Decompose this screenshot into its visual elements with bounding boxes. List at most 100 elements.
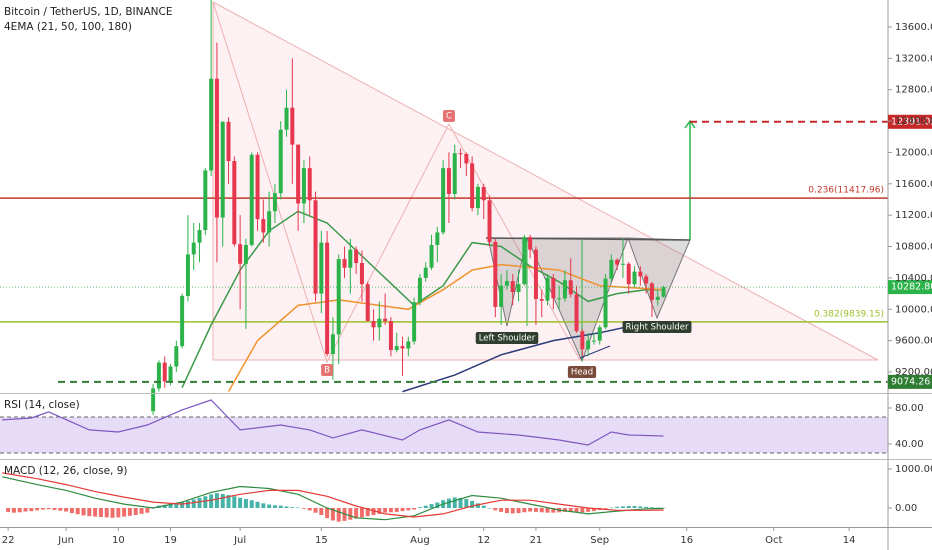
price-label-box <box>888 374 932 389</box>
macd-histogram-bar <box>377 507 382 514</box>
candle-body <box>580 331 585 350</box>
macd-histogram-bar <box>591 507 596 512</box>
macd-histogram-bar <box>638 506 643 508</box>
macd-histogram-bar <box>133 507 138 516</box>
macd-histogram-bar <box>580 507 585 513</box>
macd-histogram-bar <box>104 507 109 518</box>
candle-body <box>452 153 457 195</box>
annotation-box <box>567 366 597 378</box>
zigzag <box>212 1 581 364</box>
macd-histogram-bar <box>17 507 22 513</box>
macd-histogram-bar <box>122 507 127 517</box>
candle-body <box>586 340 591 350</box>
y-tick-label: 12000.00 <box>895 147 932 158</box>
candle-body <box>249 154 254 245</box>
macd-histogram-bar <box>267 504 272 508</box>
candle-body <box>278 129 283 194</box>
macd-histogram-bar <box>388 507 393 513</box>
candle-body <box>238 244 243 264</box>
candle-body <box>557 298 562 300</box>
macd-histogram-bar <box>475 503 480 508</box>
macd-histogram-bar <box>290 507 295 508</box>
macd-histogram-bar <box>93 507 98 517</box>
candle-body <box>388 321 393 351</box>
macd-histogram-bar <box>98 507 103 517</box>
macd-histogram-bar <box>562 507 567 512</box>
candle-body <box>603 278 608 328</box>
candle-body <box>481 186 486 201</box>
candle-body <box>220 121 225 218</box>
macd-histogram-bar <box>313 507 318 513</box>
candle-body <box>649 283 654 300</box>
candle-body <box>539 299 544 301</box>
macd-histogram-bar <box>214 493 219 508</box>
macd-histogram-bar <box>435 502 440 508</box>
macd-histogram-bar <box>406 507 411 511</box>
candle-body <box>185 254 190 296</box>
candle-body <box>226 121 231 162</box>
macd-histogram-bar <box>243 499 248 508</box>
macd-histogram-bar <box>412 507 417 510</box>
candle-body <box>214 78 219 218</box>
macd-histogram-bar <box>348 507 353 520</box>
plot-area: 0.236(11417.96) 0.382(9839.15) B C Left Shou… <box>0 0 888 522</box>
x-tick-label: Oct <box>765 535 782 546</box>
y-tick-label: 40.00 <box>895 439 924 450</box>
macd-histogram-bar <box>185 500 190 508</box>
macd-histogram-bar <box>516 507 521 514</box>
y-tick-label: 9200.00 <box>895 367 932 378</box>
fib-level-label: 0.236(11417.96) <box>808 186 884 196</box>
candle-body <box>151 388 156 412</box>
head-line <box>579 345 611 359</box>
macd-histogram-bar <box>40 507 45 510</box>
candle-body <box>203 170 208 231</box>
candle-body <box>371 321 376 328</box>
macd-histogram-bar <box>359 507 364 518</box>
annotation-box <box>475 332 539 344</box>
macd-histogram-bar <box>139 507 144 514</box>
macd-histogram-bar <box>197 497 202 508</box>
candle-body <box>446 168 451 195</box>
macd-histogram-bar <box>336 507 341 522</box>
macd-histogram-bar <box>249 500 254 508</box>
candle-body <box>348 249 353 268</box>
macd-histogram-bar <box>127 507 132 516</box>
macd-histogram-bar <box>644 506 649 508</box>
annotation-box <box>443 110 455 122</box>
candle-body <box>574 294 579 332</box>
candle-body <box>162 362 167 382</box>
candle-body <box>267 211 272 233</box>
y-tick-label: 11200.00 <box>895 210 932 221</box>
candle-body <box>284 107 289 130</box>
macd-histogram-bar <box>307 507 312 511</box>
candle-body <box>354 249 359 264</box>
macd-histogram-bar <box>180 502 185 508</box>
macd-histogram-bar <box>626 506 631 508</box>
candle-body <box>620 263 625 265</box>
macd-histogram-bar <box>6 507 11 512</box>
candle-body <box>493 241 498 307</box>
rsi-band <box>0 416 888 453</box>
candle-body <box>394 346 399 351</box>
candle-body <box>319 242 324 294</box>
candle-body <box>441 168 446 233</box>
macd-line <box>2 472 664 518</box>
macd-histogram-bar <box>371 507 376 516</box>
candle-body <box>499 285 504 307</box>
candle-body <box>359 263 364 285</box>
candle-body <box>609 259 614 279</box>
candle-body <box>504 281 509 286</box>
x-tick-label: 21 <box>530 535 543 546</box>
macd-histogram-bar <box>255 501 260 508</box>
macd-histogram-bar <box>46 507 51 510</box>
candle-body <box>400 346 405 349</box>
candle-body <box>435 232 440 245</box>
candle-body <box>655 296 660 300</box>
candle-body <box>522 237 527 285</box>
macd-histogram-bar <box>470 500 475 508</box>
ema-line <box>181 210 664 389</box>
macd-histogram-bar <box>533 507 538 512</box>
y-tick-label: 0.00 <box>895 503 917 514</box>
macd-histogram-bar <box>203 496 208 508</box>
